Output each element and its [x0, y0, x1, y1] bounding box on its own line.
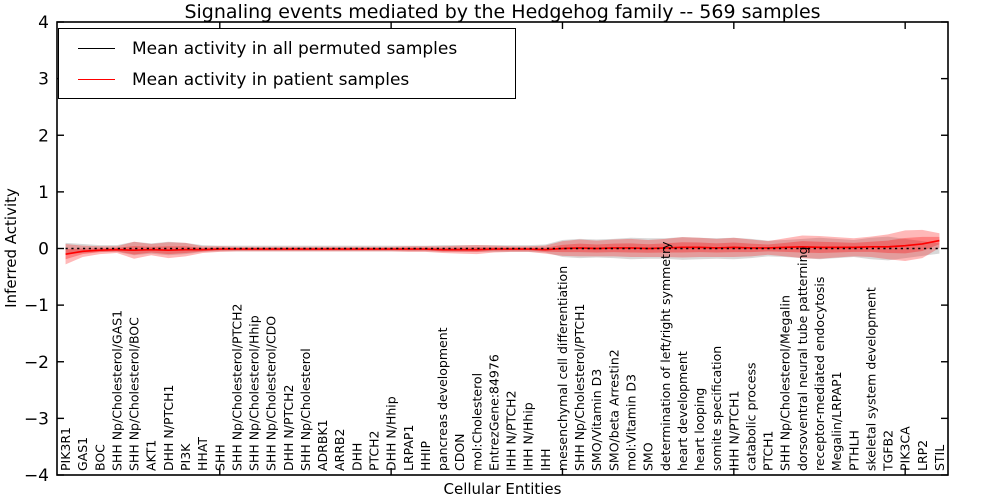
- x-tick-label: SHH: [212, 444, 227, 471]
- x-tick-label: Megalin/LRPAP1: [829, 371, 844, 471]
- x-tick-label: PI3K: [178, 443, 193, 471]
- x-tick-label: mol:Vitamin D3: [624, 374, 639, 471]
- x-axis-label: Cellular Entities: [443, 480, 562, 498]
- x-tick-label: DHH N/PTCH2: [281, 385, 296, 471]
- x-tick-label: EntrezGene:84976: [486, 354, 501, 471]
- x-tick-label: mesenchymal cell differentiation: [555, 266, 570, 471]
- x-tick-label: pancreas development: [435, 327, 450, 471]
- x-tick-label: catabolic process: [743, 362, 758, 471]
- y-tick-label: −3: [24, 409, 49, 429]
- legend: Mean activity in all permuted samples Me…: [58, 28, 516, 99]
- x-tick-label: SHH Np/Cholesterol/Megalin: [778, 295, 793, 471]
- x-tick-label: AKT1: [144, 440, 159, 471]
- x-tick-label: dorsoventral neural tube patterning: [795, 247, 810, 471]
- x-tick-label: LRP2: [915, 440, 930, 471]
- y-tick-label: 2: [38, 126, 49, 146]
- legend-label-permuted: Mean activity in all permuted samples: [132, 38, 458, 59]
- x-tick-label: TGFB2: [881, 430, 896, 472]
- x-tick-label: DHH N/Hhip: [384, 396, 399, 471]
- x-tick-label: heart looping: [692, 388, 707, 471]
- x-tick-label: PTHLH: [846, 430, 861, 471]
- x-tick-label: DHH N/PTCH1: [161, 385, 176, 471]
- x-tick-label: GAS1: [75, 437, 90, 471]
- x-tick-label: SMO: [641, 442, 656, 471]
- x-tick-label: ADRBK1: [315, 419, 330, 471]
- x-tick-label: BOC: [92, 444, 107, 471]
- x-tick-label: IHH N/PTCH1: [726, 390, 741, 471]
- y-tick-label: 1: [38, 183, 49, 203]
- x-tick-label: PTCH2: [366, 430, 381, 471]
- x-tick-label: SHH Np/Cholesterol/Hhip: [247, 315, 262, 471]
- x-tick-label: PIK3R1: [58, 427, 73, 471]
- y-tick-label: 3: [38, 70, 49, 90]
- y-axis-label: Inferred Activity: [2, 188, 20, 308]
- x-tick-label: SMO/beta Arrestin2: [606, 349, 621, 471]
- y-tick-label: −2: [24, 353, 49, 373]
- chart-title: Signaling events mediated by the Hedgeho…: [184, 1, 821, 23]
- x-tick-label: ARRB2: [332, 429, 347, 471]
- legend-item-permuted: Mean activity in all permuted samples: [59, 33, 515, 64]
- x-tick-label: STIL: [932, 445, 947, 471]
- x-tick-label: IHH N/Hhip: [521, 402, 536, 471]
- patient-band-outer: [65, 229, 940, 265]
- x-tick-label: SHH Np/Cholesterol/CDO: [264, 316, 279, 471]
- x-tick-label: PIK3CA: [898, 426, 913, 471]
- x-tick-label: mol:Cholesterol: [469, 373, 484, 471]
- x-tick-label: PTCH1: [761, 430, 776, 471]
- x-tick-label: HHIP: [418, 441, 433, 471]
- legend-label-patient: Mean activity in patient samples: [132, 69, 410, 90]
- x-tick-label: HHAT: [195, 437, 210, 471]
- x-tick-label: determination of left/right symmetry: [658, 241, 673, 471]
- permuted-line-swatch: [78, 48, 115, 49]
- x-tick-label: DHH: [349, 443, 364, 471]
- y-tick-label: 4: [38, 13, 49, 33]
- x-tick-label: somite specification: [709, 346, 724, 471]
- x-tick-label: SHH Np/Cholesterol/GAS1: [109, 310, 124, 471]
- patient-line-swatch: [78, 79, 115, 80]
- x-tick-label: SHH Np/Cholesterol/PTCH2: [229, 304, 244, 472]
- x-tick-label: SHH Np/Cholesterol: [298, 348, 313, 471]
- x-tick-label: SMO/Vitamin D3: [589, 369, 604, 471]
- x-tick-label: IHH N/PTCH2: [504, 390, 519, 471]
- x-tick-label: heart development: [675, 351, 690, 471]
- x-tick-label: SHH Np/Cholesterol/PTCH1: [572, 304, 587, 472]
- y-tick-label: −1: [24, 296, 49, 316]
- x-tick-label: LRPAP1: [401, 425, 416, 471]
- x-tick-label: CDON: [452, 433, 467, 471]
- x-tick-label: receptor-mediated endocytosis: [812, 277, 827, 471]
- legend-item-patient: Mean activity in patient samples: [59, 64, 515, 95]
- x-tick-label: SHH Np/Cholesterol/BOC: [127, 317, 142, 471]
- x-tick-label: IHH: [538, 449, 553, 472]
- y-tick-label: −4: [24, 466, 49, 486]
- y-tick-label: 0: [38, 240, 49, 260]
- x-tick-label: skeletal system development: [863, 287, 878, 471]
